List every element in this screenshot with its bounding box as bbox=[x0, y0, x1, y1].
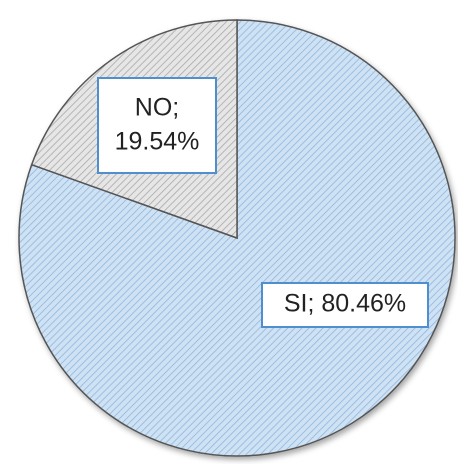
data-label: NO; 19.54% bbox=[115, 93, 200, 155]
pie bbox=[18, 19, 456, 457]
labels: SI; 80.46% NO; 19.54% bbox=[97, 77, 429, 328]
data-label: SI; 80.46% bbox=[284, 290, 406, 318]
label-box bbox=[97, 77, 217, 174]
label-box bbox=[261, 282, 429, 328]
